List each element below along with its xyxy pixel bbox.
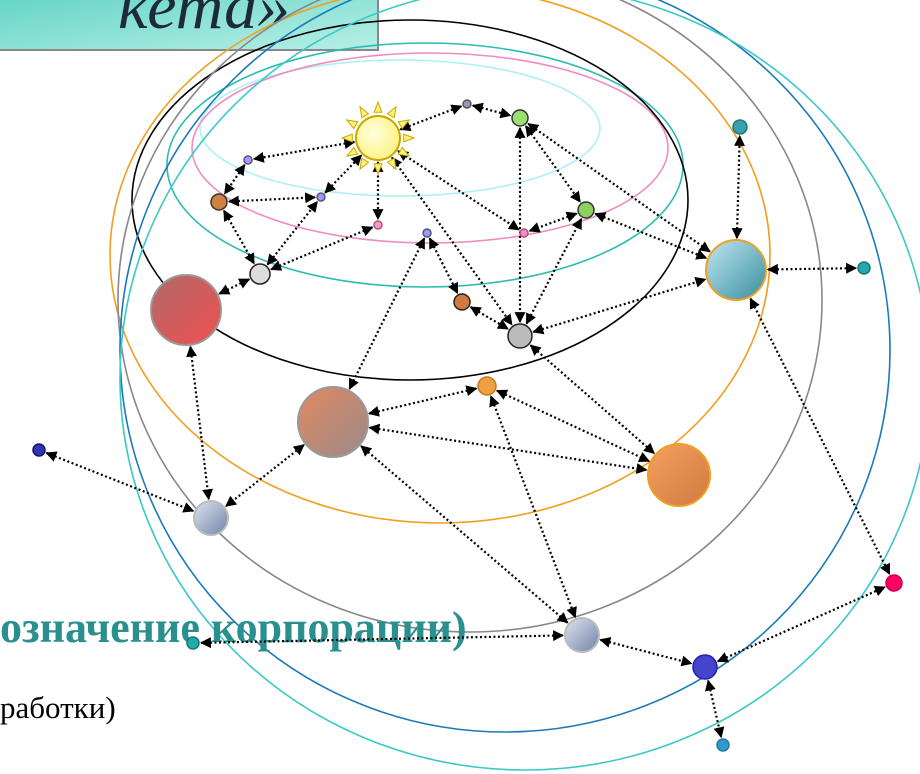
link-arrow — [324, 154, 363, 194]
planet — [186, 636, 200, 650]
planets — [32, 99, 903, 752]
link-arrow — [524, 125, 582, 203]
link-arrow — [270, 226, 374, 271]
planet — [692, 654, 718, 680]
planet — [193, 500, 229, 536]
planet — [150, 274, 222, 346]
planet — [316, 192, 326, 202]
link-arrow — [391, 156, 513, 326]
orbit — [119, 0, 891, 733]
sun-ray — [386, 105, 397, 119]
link-arrow — [532, 276, 707, 335]
link-arrow — [766, 262, 858, 275]
sun-ray — [386, 157, 397, 171]
sun-ray — [359, 157, 370, 171]
planet — [647, 443, 711, 507]
sun-ray — [359, 105, 370, 119]
link-arrow — [529, 344, 655, 455]
planet — [243, 155, 253, 165]
link-arrow — [266, 200, 319, 266]
planet — [477, 376, 497, 396]
link-arrow — [360, 445, 569, 624]
planet — [857, 261, 871, 275]
sun-ray — [397, 119, 411, 130]
link-arrow — [716, 586, 886, 663]
link-arrow — [368, 423, 648, 474]
orbit — [117, 0, 823, 633]
planet — [716, 738, 730, 752]
link-arrow — [469, 306, 509, 330]
link-arrow — [367, 385, 478, 417]
link-arrow — [749, 297, 891, 576]
planet — [519, 228, 529, 238]
link-arrow — [489, 395, 577, 619]
link-arrow — [594, 212, 708, 260]
sun-ray — [397, 146, 411, 157]
planet — [297, 386, 369, 458]
planet — [32, 443, 46, 457]
links — [45, 102, 891, 739]
link-arrow — [525, 217, 583, 325]
link-arrow — [705, 679, 725, 739]
sun-ray — [345, 119, 359, 130]
text-line: работки) — [0, 690, 116, 725]
planet — [511, 109, 529, 127]
planet — [564, 617, 600, 653]
planet — [373, 220, 383, 230]
planet — [210, 193, 228, 211]
sun-ray — [340, 133, 353, 143]
orbit — [119, 0, 920, 771]
planet — [249, 263, 271, 285]
orbit — [199, 59, 601, 197]
sun-ray — [403, 133, 416, 143]
title-box — [0, 0, 379, 51]
sun-ray — [373, 163, 383, 176]
planet — [507, 323, 533, 349]
planet — [577, 201, 595, 219]
link-arrow — [495, 389, 651, 463]
link-arrow — [399, 104, 463, 132]
link-arrow — [471, 102, 512, 119]
link-arrow — [186, 345, 214, 501]
planet — [732, 119, 748, 135]
planet — [453, 293, 471, 311]
planet — [355, 115, 401, 161]
title: кета» — [118, 0, 290, 43]
link-arrow — [45, 451, 195, 513]
link-arrow — [528, 211, 578, 233]
link-arrow — [428, 237, 459, 295]
link-arrow — [199, 630, 565, 649]
sun-ray — [373, 100, 383, 113]
link-arrow — [227, 192, 317, 207]
link-arrow — [225, 444, 305, 508]
link-arrow — [731, 134, 745, 240]
planet — [885, 574, 903, 592]
sun-ray — [345, 146, 359, 157]
link-arrow — [223, 164, 246, 195]
link-arrow — [218, 278, 251, 295]
text-line: означение корпорации) — [0, 603, 467, 652]
planet — [422, 228, 432, 238]
planet — [462, 99, 472, 109]
link-arrow — [252, 138, 356, 163]
planet — [705, 239, 767, 301]
link-arrow — [222, 209, 256, 265]
link-arrow — [348, 237, 426, 390]
link-arrow — [599, 636, 693, 667]
link-arrow — [527, 122, 711, 253]
